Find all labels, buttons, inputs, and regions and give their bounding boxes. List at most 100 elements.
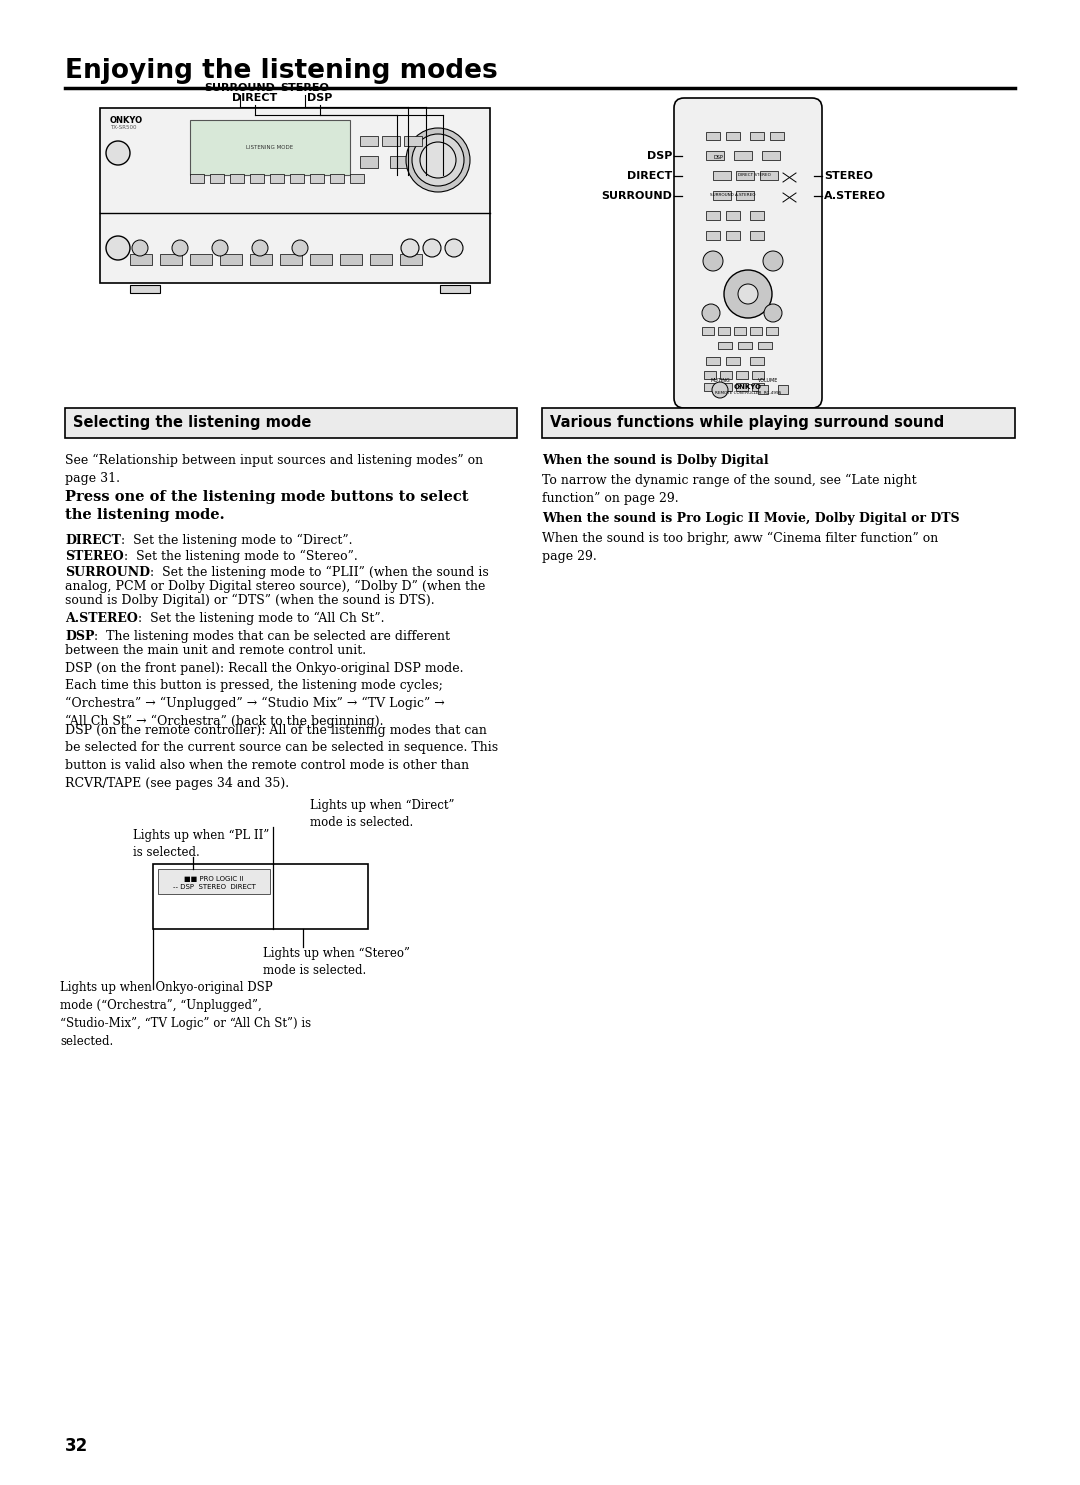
- Bar: [542, 408, 1015, 438]
- Bar: [735, 371, 748, 379]
- Text: STEREO: STEREO: [824, 171, 873, 181]
- Circle shape: [172, 241, 188, 255]
- Bar: [750, 232, 764, 241]
- Text: Lights up when “PL II”
is selected.: Lights up when “PL II” is selected.: [133, 829, 269, 858]
- Text: VOLUME: VOLUME: [758, 379, 779, 383]
- Text: DSP: DSP: [713, 154, 723, 160]
- Bar: [100, 108, 490, 284]
- Bar: [758, 385, 768, 394]
- Bar: [720, 371, 732, 379]
- Bar: [382, 137, 400, 146]
- Text: Selecting the listening mode: Selecting the listening mode: [73, 416, 311, 431]
- Bar: [130, 254, 152, 264]
- Bar: [726, 211, 740, 220]
- Text: DSP (on the front panel): Recall the Onkyo-original DSP mode.
Each time this but: DSP (on the front panel): Recall the Onk…: [65, 662, 463, 728]
- Bar: [702, 327, 714, 336]
- Text: DSP: DSP: [65, 630, 95, 643]
- Bar: [726, 356, 740, 365]
- Circle shape: [702, 304, 720, 322]
- Bar: [158, 869, 270, 894]
- Text: LISTENING MODE: LISTENING MODE: [246, 146, 294, 150]
- Bar: [280, 254, 302, 264]
- Bar: [713, 192, 731, 200]
- Bar: [160, 254, 183, 264]
- Text: DSP (on the remote controller): All of the listening modes that can
be selected : DSP (on the remote controller): All of t…: [65, 725, 498, 790]
- Circle shape: [703, 251, 723, 270]
- Text: STEREO: STEREO: [281, 83, 329, 94]
- Text: See “Relationship between input sources and listening modes” on
page 31.: See “Relationship between input sources …: [65, 454, 483, 484]
- Bar: [734, 327, 746, 336]
- FancyBboxPatch shape: [674, 98, 822, 408]
- Text: :  Set the listening mode to “PLII” (when the sound is: : Set the listening mode to “PLII” (when…: [150, 566, 489, 579]
- Text: DSP: DSP: [308, 94, 333, 102]
- Bar: [310, 174, 324, 183]
- Text: :  Set the listening mode to “Stereo”.: : Set the listening mode to “Stereo”.: [123, 549, 357, 563]
- Bar: [360, 156, 378, 168]
- Bar: [718, 342, 732, 349]
- Bar: [750, 327, 762, 336]
- Text: SURROUND A.STEREO: SURROUND A.STEREO: [710, 193, 756, 198]
- Text: :  Set the listening mode to “All Ch St”.: : Set the listening mode to “All Ch St”.: [138, 612, 384, 625]
- Bar: [190, 174, 204, 183]
- Circle shape: [411, 134, 464, 186]
- Text: SURROUND: SURROUND: [65, 566, 150, 579]
- Text: 32: 32: [65, 1437, 89, 1455]
- Bar: [750, 132, 764, 140]
- Bar: [330, 174, 345, 183]
- Bar: [340, 254, 362, 264]
- Text: Press one of the listening mode buttons to select
the listening mode.: Press one of the listening mode buttons …: [65, 490, 469, 521]
- Text: DIRECT STEREO: DIRECT STEREO: [738, 172, 771, 177]
- Text: A.STEREO: A.STEREO: [824, 192, 886, 200]
- Circle shape: [292, 241, 308, 255]
- Bar: [350, 174, 364, 183]
- Text: Enjoying the listening modes: Enjoying the listening modes: [65, 58, 498, 85]
- Bar: [760, 171, 778, 180]
- Text: DIRECT: DIRECT: [232, 94, 278, 102]
- Bar: [190, 254, 212, 264]
- Text: STEREO: STEREO: [65, 549, 123, 563]
- Circle shape: [252, 241, 268, 255]
- Bar: [220, 254, 242, 264]
- Bar: [704, 383, 716, 391]
- Text: When the sound is Pro Logic II Movie, Dolby Digital or DTS: When the sound is Pro Logic II Movie, Do…: [542, 512, 960, 526]
- Bar: [291, 174, 303, 183]
- Bar: [735, 383, 748, 391]
- Bar: [249, 254, 272, 264]
- Bar: [440, 156, 458, 168]
- Text: A.STEREO: A.STEREO: [65, 612, 138, 625]
- Bar: [440, 285, 470, 293]
- Circle shape: [212, 241, 228, 255]
- Bar: [706, 211, 720, 220]
- Bar: [360, 137, 378, 146]
- Bar: [130, 285, 160, 293]
- Bar: [415, 156, 433, 168]
- Bar: [400, 254, 422, 264]
- Bar: [752, 383, 764, 391]
- Bar: [762, 151, 780, 160]
- Bar: [270, 174, 284, 183]
- Text: Lights up when Onkyo-original DSP
mode (“Orchestra”, “Unplugged”,
“Studio-Mix”, : Lights up when Onkyo-original DSP mode (…: [60, 982, 311, 1048]
- Bar: [310, 254, 332, 264]
- Bar: [726, 232, 740, 241]
- Circle shape: [420, 143, 456, 178]
- Circle shape: [423, 239, 441, 257]
- Bar: [752, 371, 764, 379]
- Text: analog, PCM or Dolby Digital stereo source), “Dolby D” (when the: analog, PCM or Dolby Digital stereo sour…: [65, 581, 485, 593]
- Bar: [718, 327, 730, 336]
- Bar: [704, 371, 716, 379]
- Text: SURROUND: SURROUND: [204, 83, 275, 94]
- Circle shape: [106, 236, 130, 260]
- Circle shape: [445, 239, 463, 257]
- Circle shape: [401, 239, 419, 257]
- Text: Lights up when “Stereo”
mode is selected.: Lights up when “Stereo” mode is selected…: [264, 947, 410, 977]
- Circle shape: [106, 141, 130, 165]
- Bar: [190, 120, 350, 175]
- Bar: [766, 327, 778, 336]
- Circle shape: [738, 284, 758, 304]
- Bar: [706, 356, 720, 365]
- Text: REMOTE CONTROLLER  RC-499S: REMOTE CONTROLLER RC-499S: [715, 391, 781, 395]
- Text: DIRECT: DIRECT: [626, 171, 672, 181]
- Bar: [404, 137, 422, 146]
- Text: Various functions while playing surround sound: Various functions while playing surround…: [550, 416, 944, 431]
- Bar: [713, 171, 731, 180]
